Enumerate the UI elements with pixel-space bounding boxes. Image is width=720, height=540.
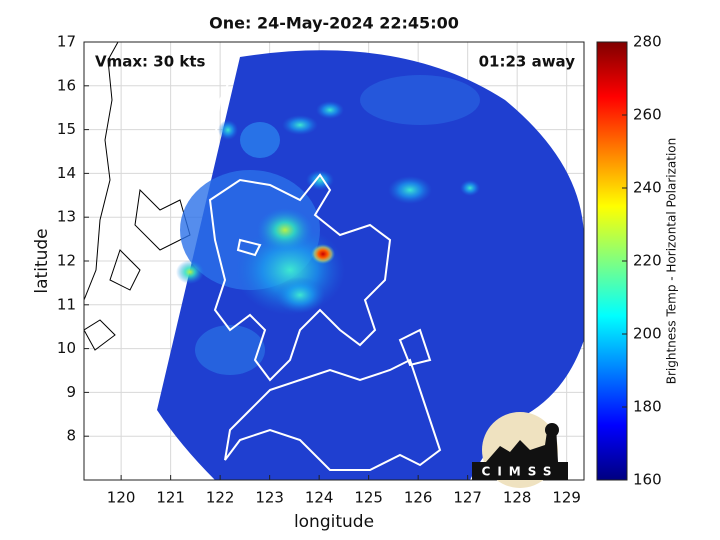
y-tick-label: 17 — [57, 33, 76, 51]
y-tick-label: 10 — [57, 339, 76, 357]
y-tick-label: 13 — [57, 208, 76, 226]
colorbar-tick-label: 200 — [633, 325, 662, 343]
x-tick-label: 122 — [206, 489, 235, 507]
colorbar-label: Brightness Temp - Horizontal Polarizatio… — [665, 138, 679, 385]
x-tick-label: 126 — [404, 489, 433, 507]
title: One: 24-May-2024 22:45:00 — [209, 14, 459, 33]
y-tick-label: 11 — [57, 295, 76, 313]
colorbar-tick-label: 180 — [633, 398, 662, 416]
y-tick-label: 8 — [66, 427, 76, 445]
y-tick-label: 15 — [57, 120, 76, 138]
y-tick-label: 16 — [57, 76, 76, 94]
logo-silhouette — [486, 425, 558, 462]
annotation: 01:23 away — [479, 53, 576, 71]
x-tick-label: 129 — [552, 489, 581, 507]
colorbar-tick-label: 280 — [633, 33, 662, 51]
y-tick-label: 9 — [66, 383, 76, 401]
x-tick-label: 127 — [453, 489, 482, 507]
colorbar-tick-label: 220 — [633, 252, 662, 270]
colorbar-tick-label: 240 — [633, 179, 662, 197]
colorbar-ticks: 160 180 200 220 240 260 280 — [622, 33, 662, 489]
y-tick-label: 12 — [57, 252, 76, 270]
y-axis-label: latitude — [32, 228, 52, 293]
x-tick-label: 128 — [503, 489, 532, 507]
x-tick-label: 121 — [156, 489, 185, 507]
colorbar-tick-label: 260 — [633, 106, 662, 124]
coastline-luzon — [204, 69, 236, 171]
x-axis-label: longitude — [294, 512, 374, 532]
coastline-islands — [208, 173, 442, 471]
swath-features — [176, 75, 480, 375]
x-tick-label: 125 — [354, 489, 383, 507]
logo-text: CIMSS — [482, 465, 559, 479]
axes: 120 121 122 123 124 125 126 127 128 129 8 9 10 11 12 13… — [57, 33, 581, 507]
y-tick-label: 14 — [57, 164, 76, 182]
logo: CIMSS — [472, 412, 568, 488]
annotation: Vmax: 30 kts — [95, 53, 205, 71]
plot-area — [84, 42, 584, 480]
x-tick-label: 120 — [107, 489, 136, 507]
colorbar-tick-label: 160 — [633, 471, 662, 489]
x-tick-label: 123 — [255, 489, 284, 507]
logo-band — [472, 462, 568, 480]
x-tick-label: 124 — [305, 489, 334, 507]
